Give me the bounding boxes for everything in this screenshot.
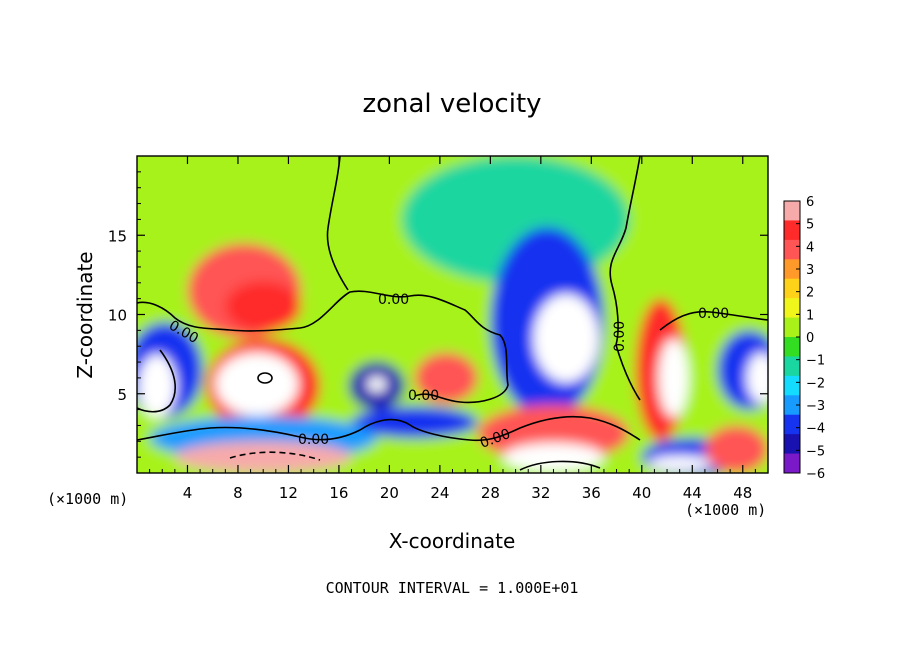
x-tick-label: 40: [632, 484, 651, 502]
heatmap-field: [137, 156, 768, 473]
field-feature-2: [225, 281, 302, 332]
x-tick-label: 4: [183, 484, 193, 502]
colorbar-swatch: [784, 317, 800, 338]
colorbar-swatch: [784, 201, 800, 221]
colorbar-tick-label: −6: [806, 467, 825, 482]
y-tick-label: 15: [108, 227, 127, 245]
x-tick-label: 32: [531, 484, 550, 502]
field-feature-23: [746, 352, 768, 404]
x-unit-label-left: (×1000 m): [47, 490, 128, 508]
field-feature-9: [138, 354, 177, 418]
colorbar: 6 5 4 3 2 1 0 −1 −2 −3 −4 −5 −6: [783, 195, 825, 482]
field-feature-24: [704, 425, 768, 473]
contour-line-lower: [137, 415, 641, 442]
x-tick-label: 8: [233, 484, 243, 502]
colorbar-swatch: [784, 395, 800, 416]
contour-line-center-vertical: [326, 156, 349, 291]
contour-line-right-vertical: [609, 156, 641, 401]
contour-lines: [137, 156, 768, 471]
contour-line-upper-left: [137, 290, 509, 404]
field-feature-12: [414, 352, 478, 404]
colorbar-tick-label: −4: [806, 422, 825, 437]
colorbar-tick-label: 1: [806, 308, 814, 323]
colorbar-swatch: [784, 356, 800, 377]
x-tick-label: 12: [279, 484, 298, 502]
x-tick-label: 20: [380, 484, 399, 502]
colorbar-swatch: [784, 453, 800, 474]
colorbar-tick-label: 5: [806, 218, 814, 233]
contour-line-left-loop: [137, 349, 176, 413]
field-feature-19: [658, 338, 689, 418]
y-axis-label: Z-coordinate: [73, 251, 97, 378]
colorbar-swatch: [784, 259, 800, 280]
field-feature-21: [648, 455, 712, 472]
colorbar-swatch: [784, 375, 800, 396]
colorbar-swatch: [784, 434, 800, 455]
contour-interval-note: CONTOUR INTERVAL = 1.000E+01: [326, 579, 579, 597]
chart-title: zonal velocity: [362, 89, 541, 119]
contour-loop-small: [257, 372, 273, 384]
colorbar-tick-label: −5: [806, 444, 825, 459]
colorbar-tick-label: 6: [806, 195, 814, 210]
colorbar-tick-label: 2: [806, 286, 814, 301]
x-tick-label: 48: [733, 484, 752, 502]
x-tick-label: 36: [582, 484, 601, 502]
field-feature-15: [174, 441, 352, 473]
colorbar-tick-label: 0: [806, 331, 814, 346]
x-unit-label-right: (×1000 m): [685, 501, 766, 519]
field-feature-11: [366, 376, 387, 393]
contour-dashed-bottom: [229, 451, 321, 461]
x-tick-label: 16: [329, 484, 348, 502]
contour-label: 0.00: [378, 292, 409, 308]
x-tick-label: 28: [481, 484, 500, 502]
field-feature-13: [351, 406, 478, 439]
y-axis-ticks: 5 10 15: [108, 171, 768, 458]
colorbar-swatch: [784, 414, 800, 435]
colorbar-swatch: [784, 298, 800, 319]
colorbar-tick-label: −2: [806, 376, 825, 391]
colorbar-tick-label: −1: [806, 354, 825, 369]
y-tick-label: 5: [117, 386, 127, 404]
x-tick-label: 44: [683, 484, 702, 502]
colorbar-swatch: [784, 337, 800, 357]
field-feature-17: [502, 442, 604, 472]
field-feature-7: [215, 352, 299, 416]
contour-label: 0.00: [698, 306, 729, 322]
colorbar-tick-label: 4: [806, 240, 814, 255]
contour-solid-bottom: [519, 460, 601, 471]
x-axis-ticks: 4 8 12 16 20 24 28 32 36 40 44 48: [149, 156, 756, 502]
y-tick-label: 10: [108, 307, 127, 325]
colorbar-swatch: [784, 239, 800, 260]
colorbar-tick-label: −3: [806, 399, 825, 414]
field-feature-5: [533, 293, 599, 383]
colorbar-swatch: [784, 278, 800, 299]
contour-label: 0.00: [298, 432, 329, 448]
field-feature-16: [477, 404, 630, 462]
contour-label: 0.00: [408, 388, 439, 404]
x-axis-label: X-coordinate: [389, 529, 516, 553]
colorbar-tick-label: 3: [806, 263, 814, 278]
contour-line-right-cluster: [659, 310, 768, 331]
contour-label: 0.00: [612, 321, 628, 352]
colorbar-swatch: [784, 220, 800, 241]
x-tick-label: 24: [430, 484, 449, 502]
